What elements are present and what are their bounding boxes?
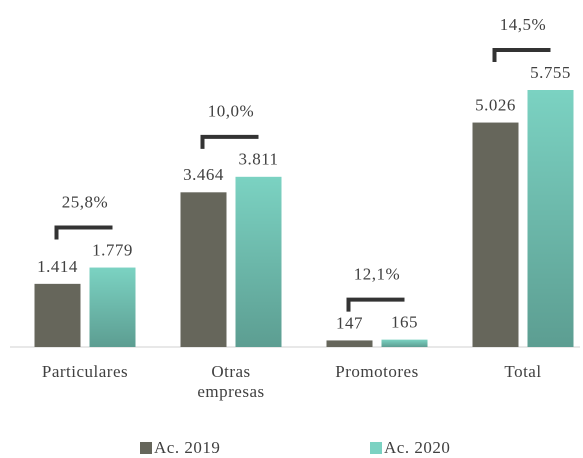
x-tick-label: Particulares xyxy=(41,362,129,381)
bracket xyxy=(200,134,259,149)
value-label: 3.811 xyxy=(238,150,278,169)
annotation: 12,1% xyxy=(354,265,400,284)
bar-shade xyxy=(235,176,282,347)
bar-shade xyxy=(381,339,428,347)
annotation: 10,0% xyxy=(208,102,254,121)
annotation: 14,5% xyxy=(500,15,546,34)
x-tick-label: Otras empresas xyxy=(197,362,265,401)
x-tick-label: Total xyxy=(504,362,542,381)
legend-label: Ac. 2019 xyxy=(154,438,220,457)
legend-label: Ac. 2020 xyxy=(384,438,450,457)
value-label: 5.026 xyxy=(475,95,516,114)
bar xyxy=(34,283,81,347)
value-label: 1.414 xyxy=(37,257,78,276)
bar xyxy=(180,192,227,347)
value-label: 147 xyxy=(336,313,363,332)
bracket xyxy=(54,225,113,240)
bar xyxy=(472,122,519,347)
value-label: 1.779 xyxy=(92,240,133,259)
value-label: 5.755 xyxy=(530,63,571,82)
legend-swatch xyxy=(140,442,152,454)
bar xyxy=(326,340,373,347)
annotation: 25,8% xyxy=(62,192,108,211)
value-label: 165 xyxy=(391,313,418,332)
bar-shade xyxy=(527,90,574,347)
value-label: 3.464 xyxy=(183,165,224,184)
bar-shade xyxy=(89,267,136,347)
bracket xyxy=(346,297,405,312)
x-tick-label: Promotores xyxy=(335,362,419,381)
legend-swatch xyxy=(370,442,382,454)
bracket xyxy=(492,48,551,62)
